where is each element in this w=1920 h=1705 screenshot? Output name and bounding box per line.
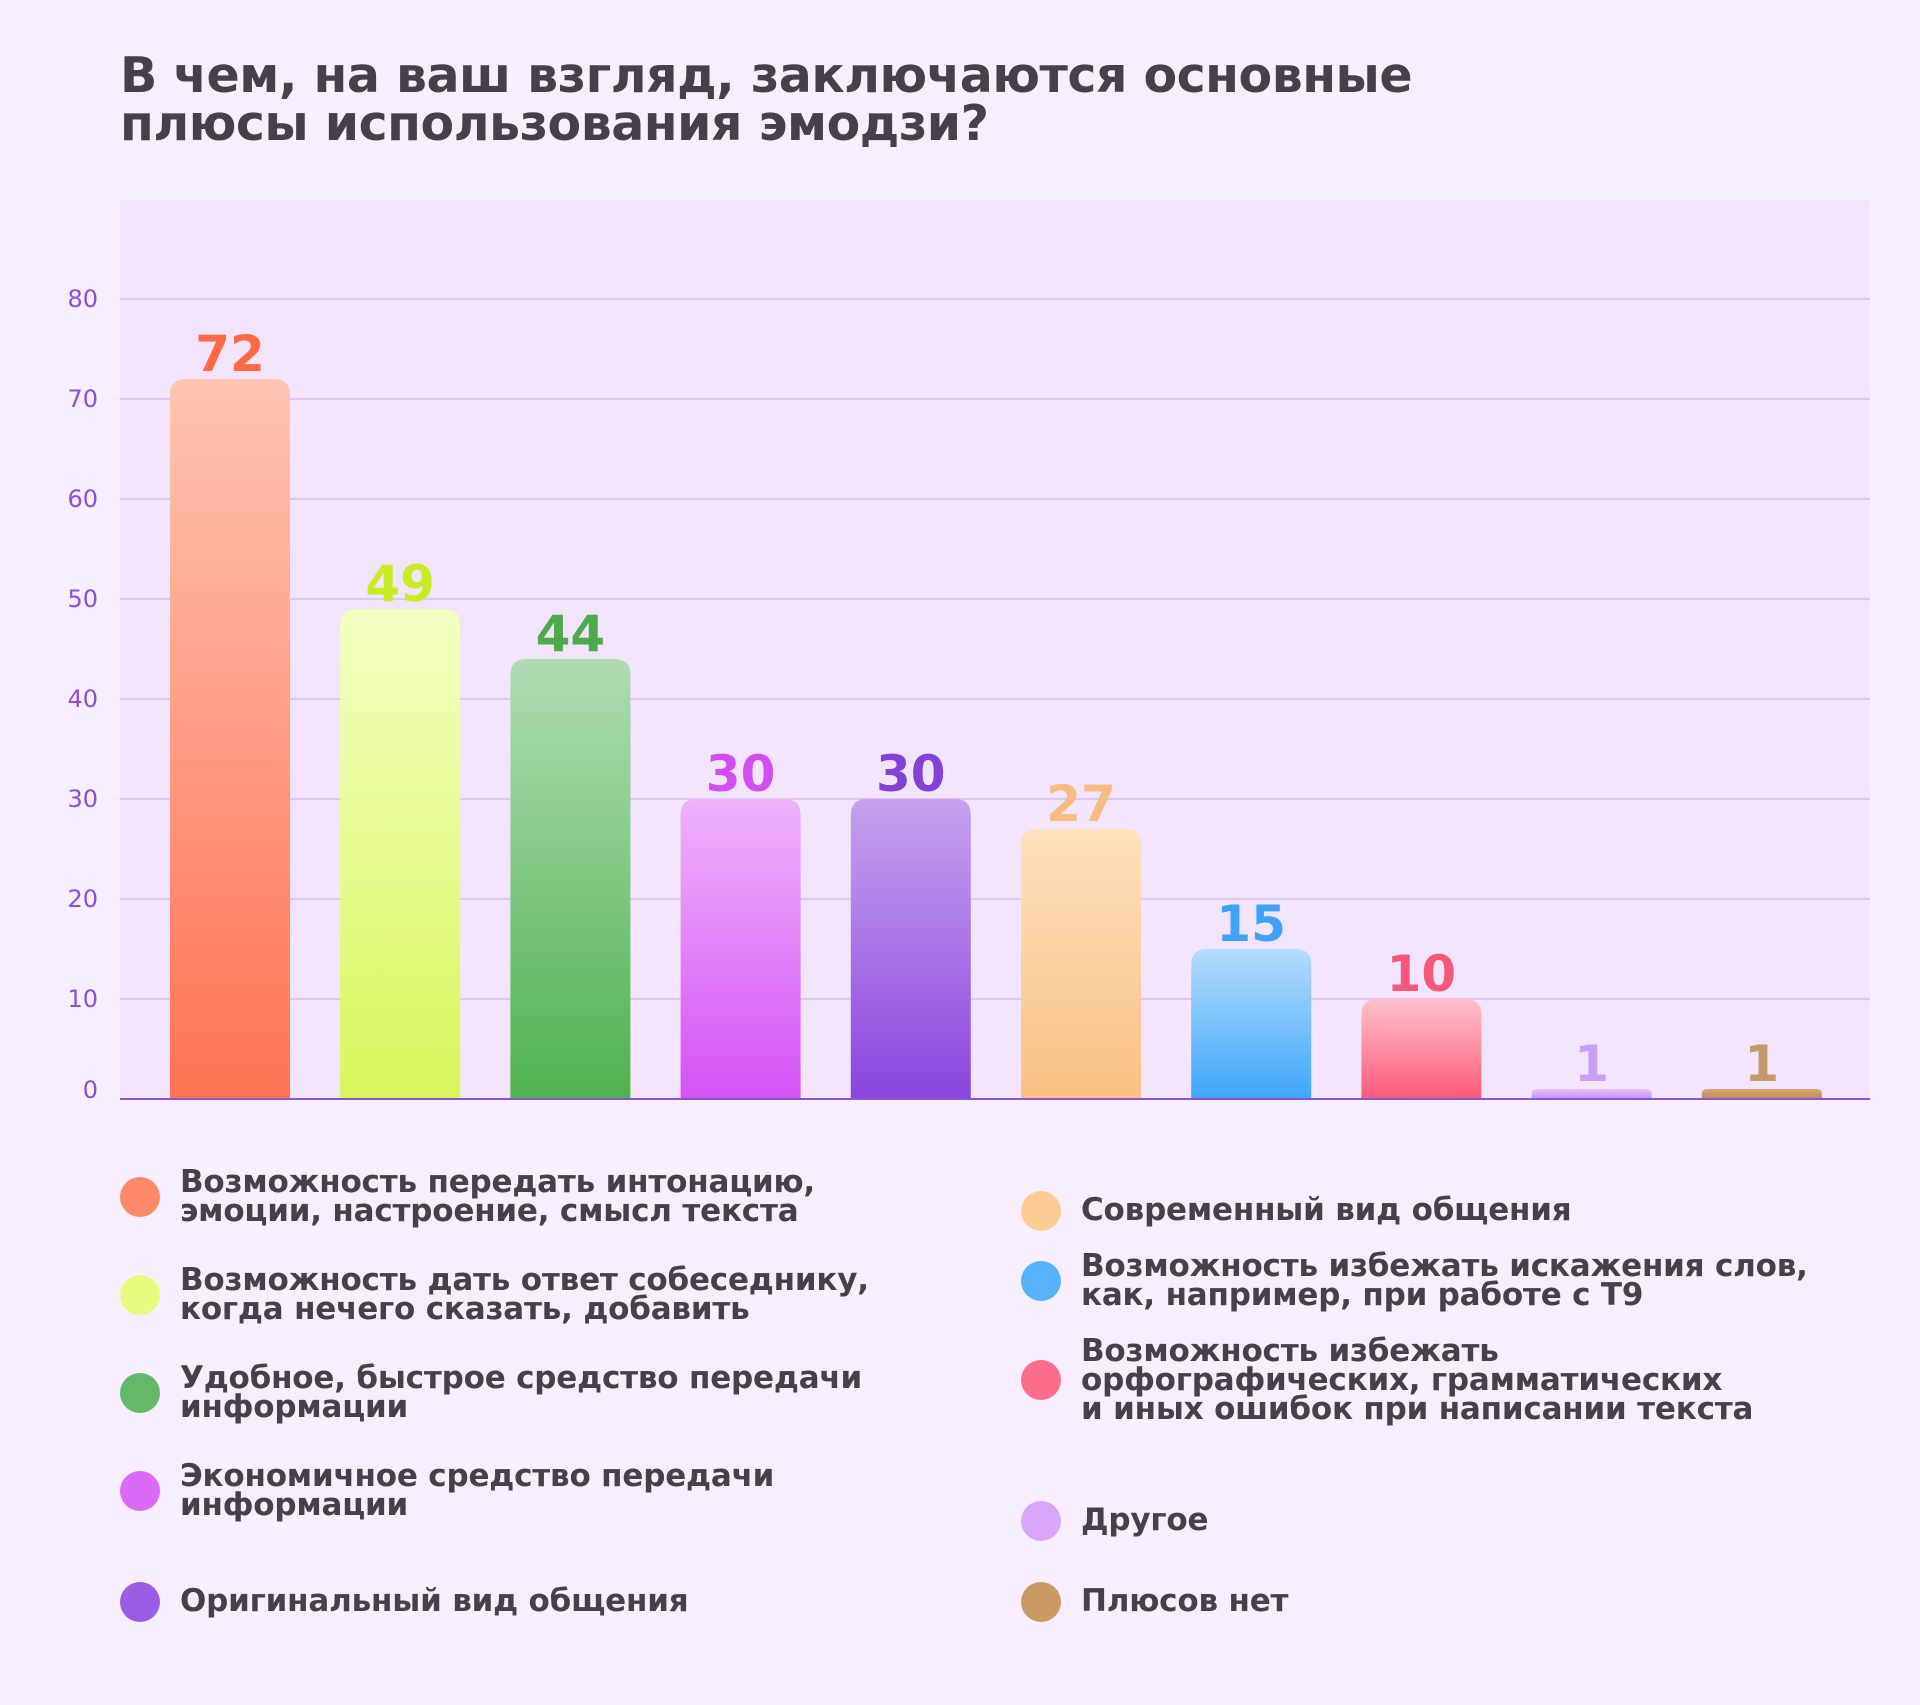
legend-swatch: [120, 1275, 160, 1315]
bars: [170, 379, 1822, 1099]
legend-swatch: [120, 1471, 160, 1511]
legend-label: Возможность избежать орфографических, гр…: [1081, 1332, 1754, 1427]
legend-swatch: [1021, 1261, 1061, 1301]
legend-label: Другое: [1081, 1502, 1209, 1538]
legend-item-3: Удобное, быстрое средство передачи инфор…: [120, 1360, 863, 1425]
bar-chart: 0 10 20 30 40 50 60 70 80 72 49 44 30 30 27 15 10 1 1: [67, 200, 1870, 1104]
bar-value-label-6: 27: [1046, 775, 1116, 833]
y-tick-label-70: 70: [67, 385, 98, 413]
bar-1: [170, 379, 290, 1099]
legend-label: Возможность передать интонацию, эмоции, …: [180, 1164, 816, 1229]
chart-title: В чем, на ваш взгляд, заключаются основн…: [120, 47, 1620, 152]
bar-value-label-10: 1: [1744, 1035, 1779, 1093]
y-tick-label-20: 20: [67, 885, 98, 913]
chart-title-line-2: плюсы использования эмодзи?: [120, 95, 989, 152]
bar-value-label-3: 44: [536, 605, 606, 663]
bar-value-label-4: 30: [706, 745, 776, 803]
bar-value-label-7: 15: [1216, 895, 1286, 953]
bar-6: [1021, 829, 1141, 1099]
y-tick-label-30: 30: [67, 785, 98, 813]
bar-9: [1531, 1089, 1652, 1099]
legend-item-4: Экономичное средство передачи информации: [120, 1458, 775, 1523]
legend-swatch: [1021, 1360, 1061, 1400]
legend-item-5: Оригинальный вид общения: [120, 1581, 689, 1622]
legend-label: Плюсов нет: [1081, 1583, 1289, 1619]
bar-value-label-5: 30: [876, 745, 946, 803]
bar-value-label-1: 72: [195, 325, 265, 383]
y-tick-label-0: 0: [83, 1076, 98, 1104]
bar-value-label-9: 1: [1574, 1035, 1609, 1093]
y-tick-label-60: 60: [67, 485, 98, 513]
bar-8: [1361, 999, 1482, 1099]
legend-item-7: Возможность избежать искажения слов, как…: [1021, 1248, 1808, 1313]
y-tick-label-10: 10: [67, 985, 98, 1013]
legend-swatch: [1021, 1500, 1061, 1541]
legend-item-9: Другое: [1021, 1500, 1209, 1541]
legend-swatch: [1021, 1190, 1061, 1231]
legend-item-2: Возможность дать ответ собеседнику, когд…: [120, 1262, 869, 1327]
legend-label: Возможность дать ответ собеседнику, когд…: [180, 1262, 869, 1327]
legend-label: Оригинальный вид общения: [180, 1583, 689, 1619]
legend-item-10: Плюсов нет: [1021, 1581, 1289, 1622]
legend-item-6: Современный вид общения: [1021, 1190, 1572, 1231]
bar-4: [680, 799, 801, 1099]
bar-7: [1191, 949, 1312, 1099]
bar-value-label-8: 10: [1387, 945, 1457, 1003]
legend-label: Удобное, быстрое средство передачи инфор…: [180, 1360, 863, 1425]
legend-swatch: [1021, 1581, 1061, 1622]
chart-title-line-1: В чем, на ваш взгляд, заключаются основн…: [120, 47, 1413, 104]
legend-item-8: Возможность избежать орфографических, гр…: [1021, 1332, 1754, 1427]
legend-swatch: [120, 1177, 160, 1217]
bar-value-label-2: 49: [365, 555, 435, 613]
legend-swatch: [120, 1581, 160, 1622]
y-tick-label-40: 40: [67, 685, 98, 713]
bar-2: [340, 609, 461, 1099]
bar-3: [510, 659, 631, 1099]
bar-value-labels: 72 49 44 30 30 27 15 10 1 1: [195, 325, 1779, 1093]
legend-label: Возможность избежать искажения слов, как…: [1081, 1248, 1808, 1313]
y-tick-label-50: 50: [67, 585, 98, 613]
bar-10: [1701, 1089, 1822, 1099]
legend-label: Современный вид общения: [1081, 1192, 1572, 1228]
y-tick-label-80: 80: [67, 285, 98, 313]
legend-item-1: Возможность передать интонацию, эмоции, …: [120, 1164, 816, 1229]
bar-5: [850, 799, 971, 1099]
y-axis-ticks: 0 10 20 30 40 50 60 70 80: [67, 285, 98, 1104]
legend-swatch: [120, 1373, 160, 1413]
legend-label: Экономичное средство передачи информации: [180, 1458, 775, 1523]
